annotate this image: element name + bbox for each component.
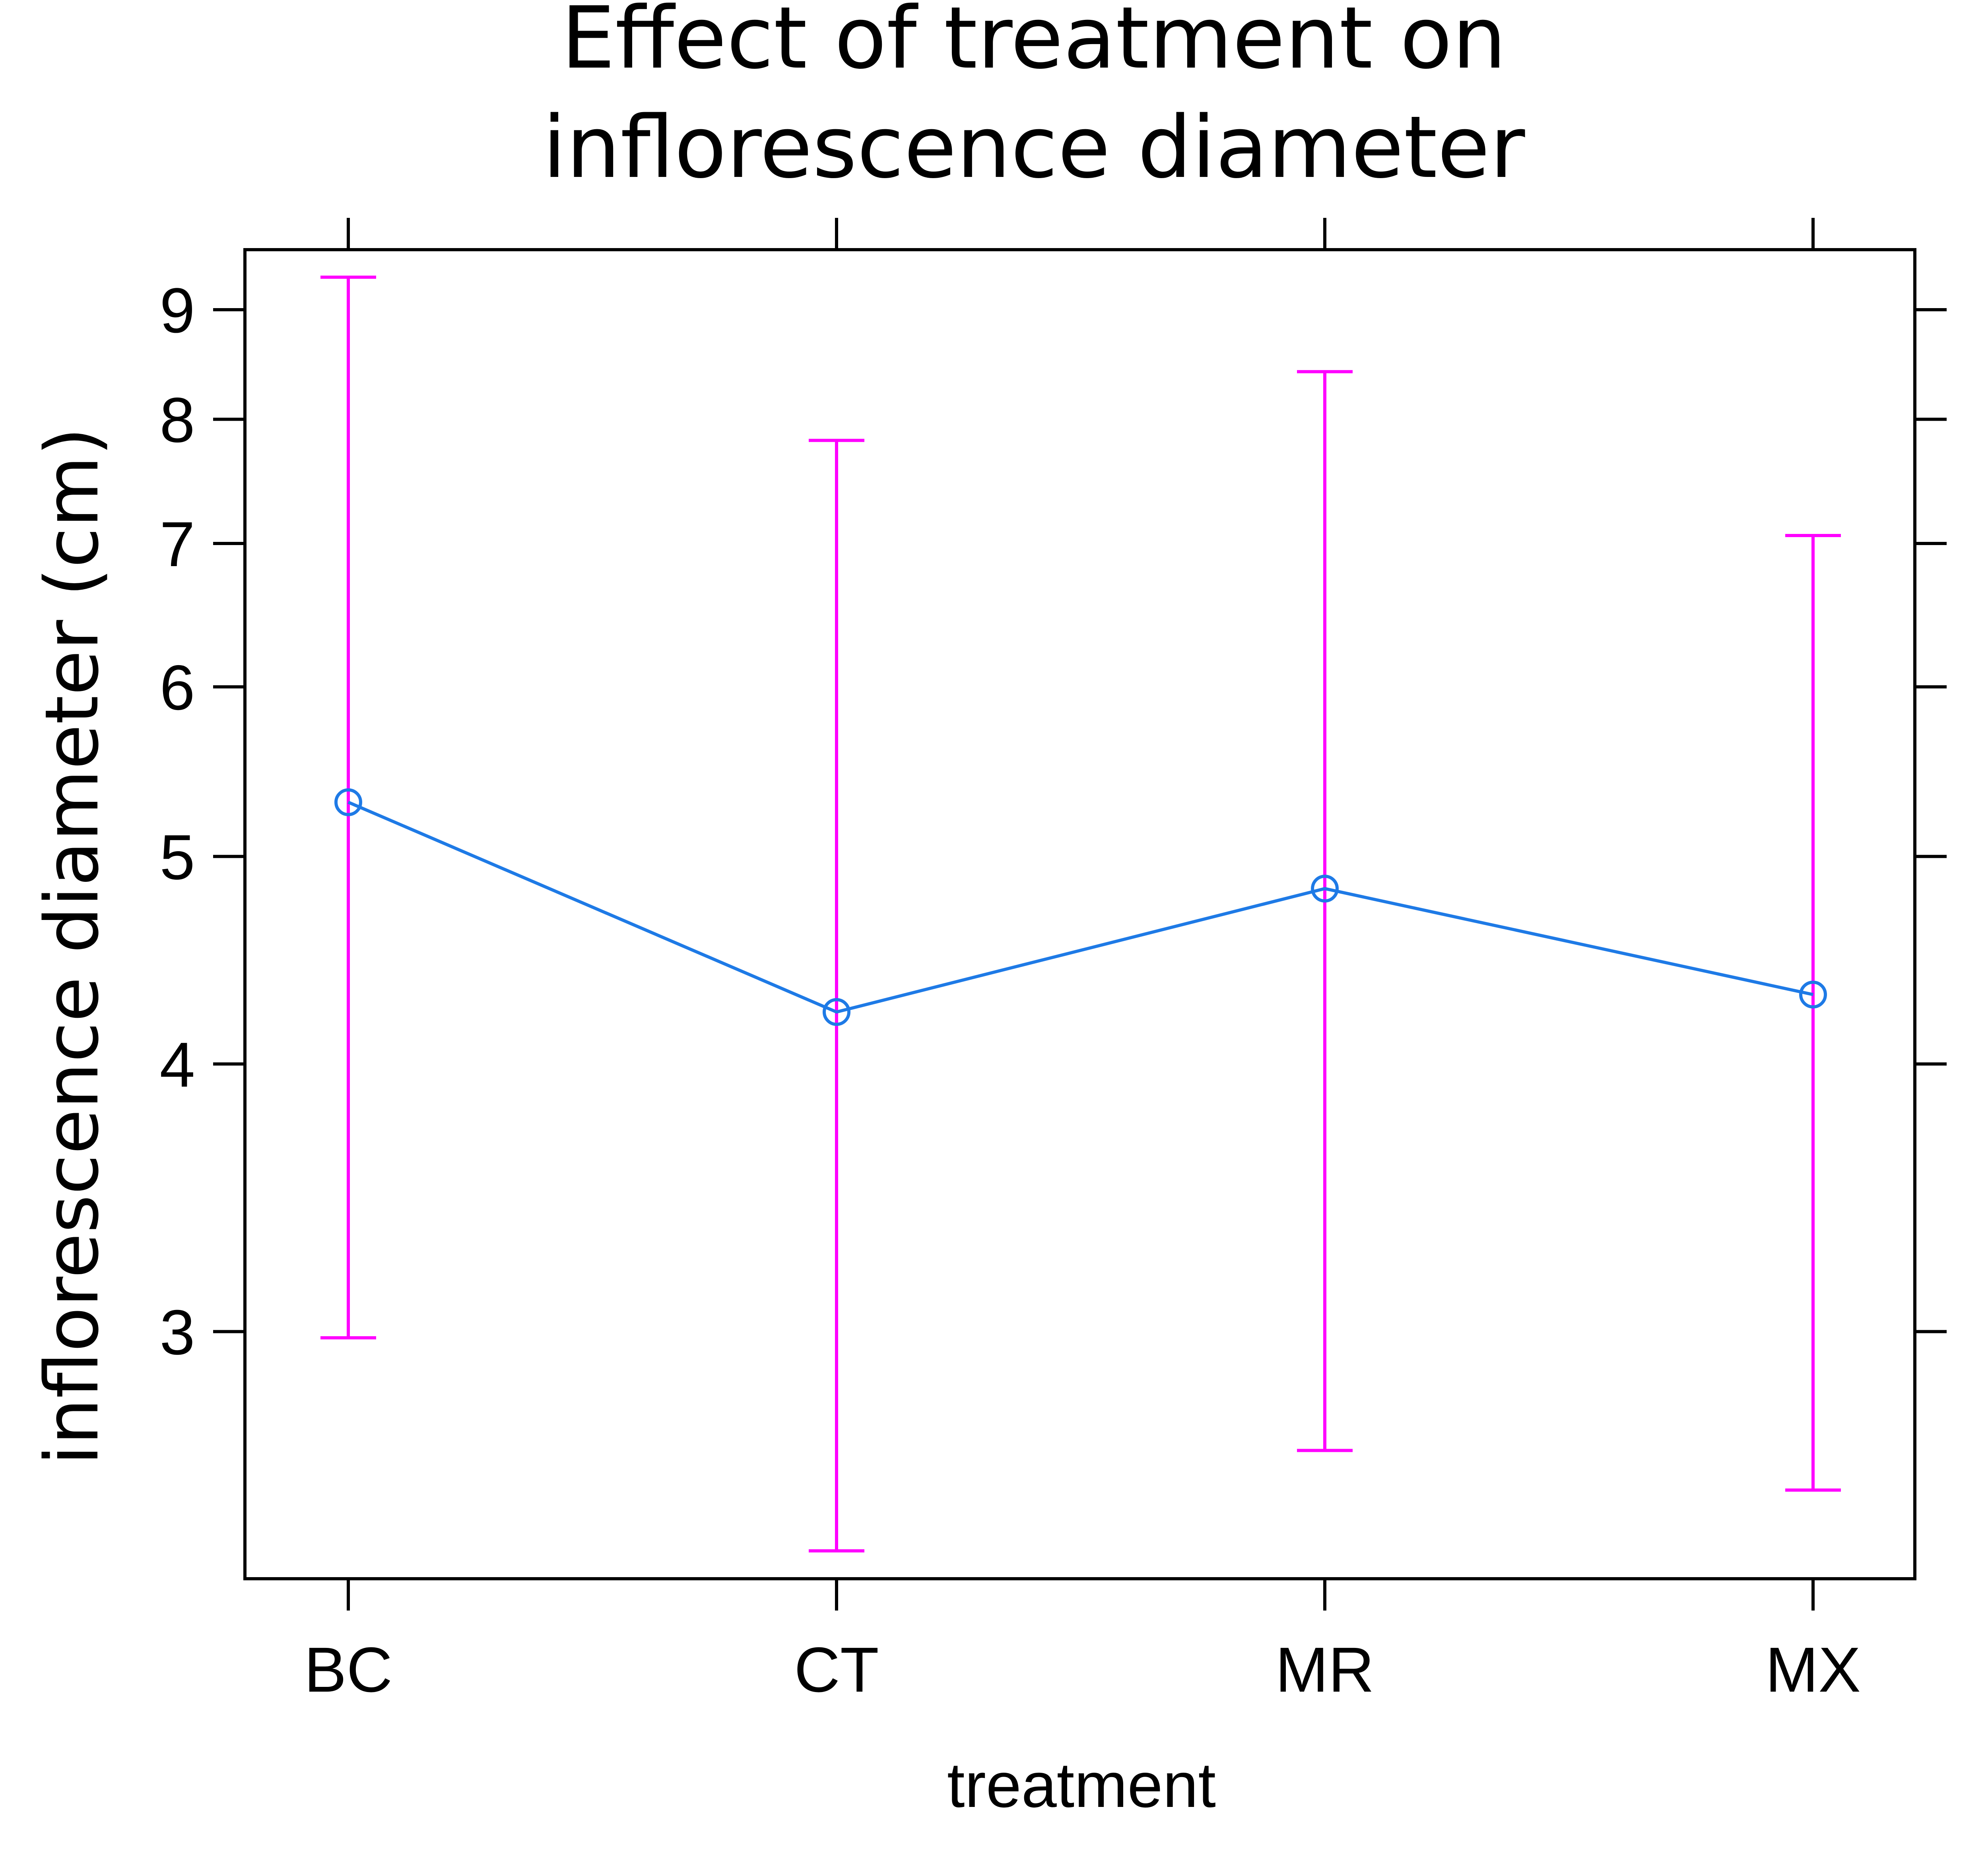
data-point-bc	[334, 788, 362, 816]
y-tick-label: 6	[160, 652, 195, 723]
chart-title-line-1: Effect of treatment on	[561, 0, 1506, 88]
y-tick-label: 7	[160, 508, 195, 580]
data-point-ct	[823, 998, 850, 1026]
y-tick-label: 8	[160, 384, 195, 456]
y-axis-left: 3 4 5 6 7 8 9	[160, 275, 245, 1368]
series-line-group	[348, 801, 1813, 1014]
chart-title: Effect of treatment on inflorescence dia…	[542, 0, 1525, 197]
x-axis-top	[347, 218, 1815, 250]
error-bar-mr	[1297, 370, 1353, 1452]
x-tick-label-mr: MR	[1276, 1634, 1375, 1705]
error-bar-bc	[320, 276, 376, 1340]
error-bar-ct	[809, 439, 864, 1552]
series-points	[334, 788, 1827, 1026]
y-tick-label: 3	[160, 1296, 195, 1368]
x-tick-label-mx: MX	[1765, 1634, 1861, 1705]
y-tick-label: 9	[160, 275, 195, 346]
error-bar-mx	[1785, 534, 1841, 1492]
data-point-mx	[1799, 980, 1827, 1009]
error-bars	[320, 276, 1841, 1552]
x-tick-label-ct: CT	[794, 1634, 879, 1705]
y-axis-right	[1915, 308, 1947, 1333]
y-axis-label: inflorescence diameter (cm)	[29, 427, 115, 1465]
y-tick-label: 4	[160, 1029, 195, 1100]
chart-title-line-2: inflorescence diameter	[542, 97, 1525, 197]
y-tick-label: 5	[160, 821, 195, 893]
x-axis-label: treatment	[947, 1749, 1216, 1820]
plot-frame	[243, 248, 1916, 1580]
x-tick-label-bc: BC	[304, 1634, 392, 1705]
series-line	[348, 801, 1813, 1014]
x-axis-bottom: BC CT MR MX	[304, 1579, 1861, 1705]
data-point-mr	[1311, 875, 1339, 903]
